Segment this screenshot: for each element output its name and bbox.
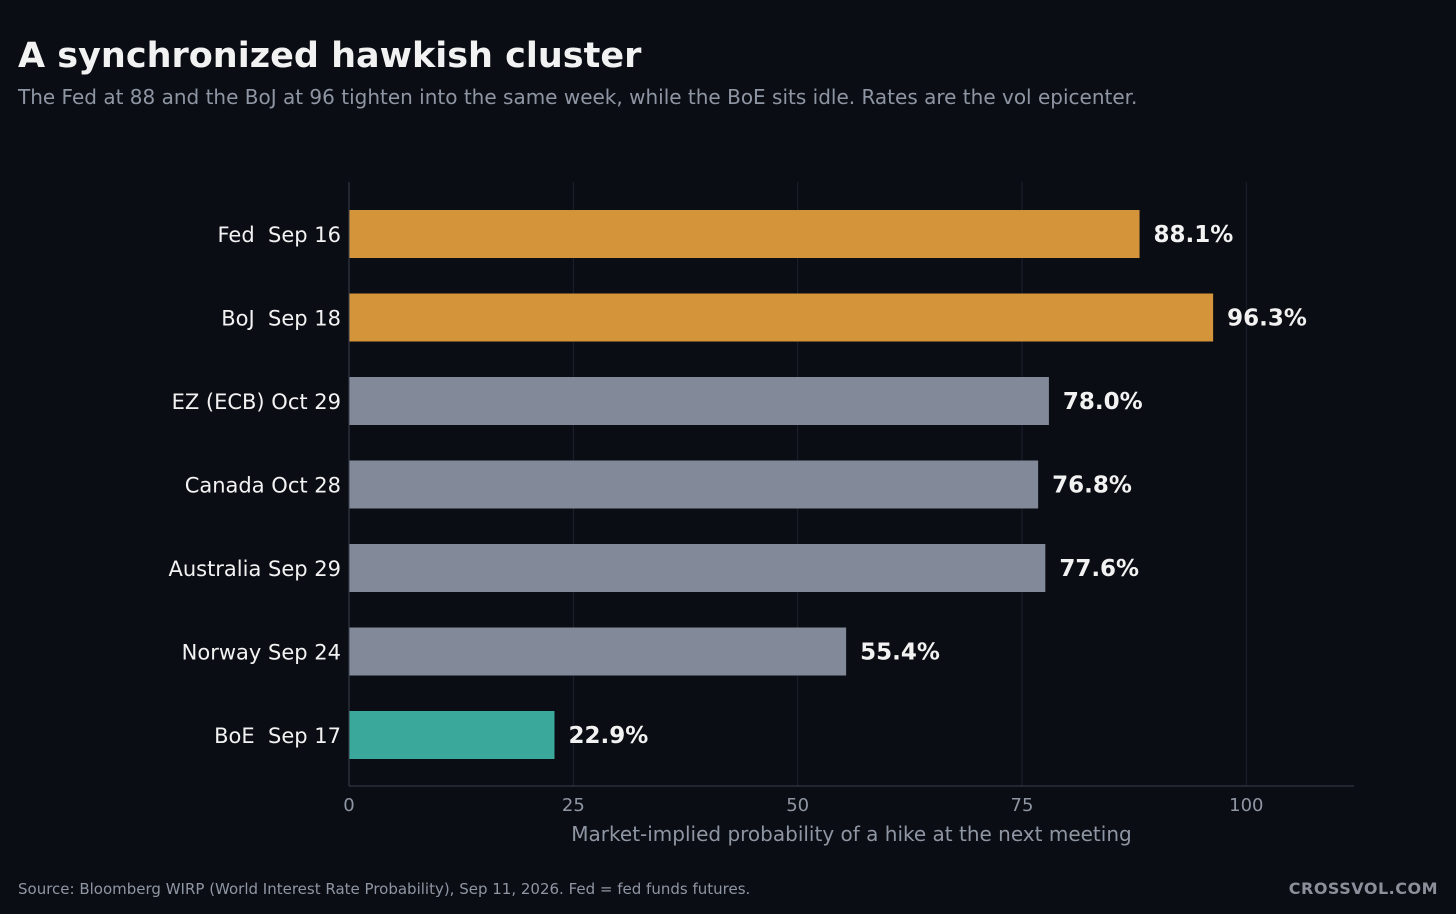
- value-label: 76.8%: [1052, 473, 1132, 499]
- bar: [349, 627, 847, 676]
- value-label: 55.4%: [860, 640, 940, 666]
- category-label: Fed Sep 16: [217, 223, 341, 247]
- bars: [349, 210, 1214, 759]
- labels: Fed Sep 16 88.1% BoJ Sep 18 96.3% EZ (ECB) O…: [168, 222, 1306, 749]
- x-tick-label: 75: [1011, 795, 1034, 816]
- x-tick-label: 100: [1229, 795, 1263, 816]
- category-label: Norway Sep 24: [182, 641, 341, 665]
- value-label: 77.6%: [1059, 556, 1139, 582]
- x-tick-label: 0: [343, 795, 354, 816]
- bar: [349, 377, 1049, 425]
- x-tick-label: 50: [786, 795, 809, 816]
- x-tick-label: 25: [562, 795, 585, 816]
- value-label: 96.3%: [1227, 306, 1307, 332]
- value-label: 22.9%: [568, 723, 648, 749]
- axes: 0 25 50 75 100 Market-implied probability of …: [343, 182, 1354, 846]
- category-label: BoJ Sep 18: [221, 307, 341, 331]
- x-axis-title: Market-implied probability of a hike at …: [571, 822, 1131, 846]
- category-label: Canada Oct 28: [185, 474, 341, 498]
- category-label: Australia Sep 29: [168, 557, 341, 581]
- brand-watermark: CROSSVOL.COM: [1288, 879, 1438, 898]
- bar: [349, 293, 1214, 342]
- chart-title: A synchronized hawkish cluster: [18, 36, 642, 76]
- value-label: 88.1%: [1154, 222, 1234, 248]
- bar: [349, 460, 1039, 509]
- value-label: 78.0%: [1063, 389, 1143, 415]
- category-label: EZ (ECB) Oct 29: [172, 390, 341, 414]
- bar: [349, 544, 1046, 592]
- bar: [349, 711, 555, 759]
- category-label: BoE Sep 17: [214, 724, 341, 748]
- bar: [349, 210, 1140, 258]
- chart-subtitle: The Fed at 88 and the BoJ at 96 tighten …: [18, 85, 1138, 109]
- source-note: Source: Bloomberg WIRP (World Interest R…: [18, 880, 751, 898]
